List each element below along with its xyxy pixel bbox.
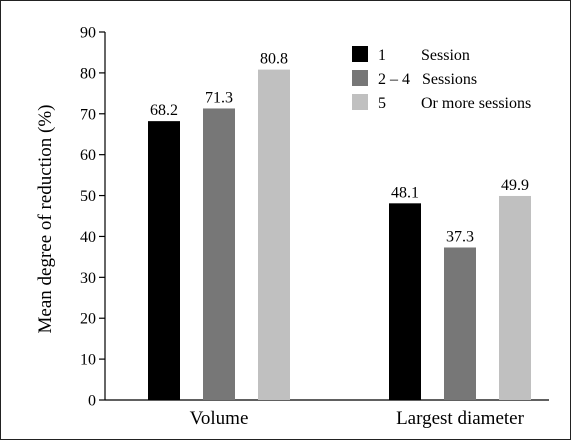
bar — [148, 121, 180, 400]
legend-number: 2 – 4 — [378, 71, 410, 88]
bar-value-label: 71.3 — [205, 89, 233, 106]
y-tick-label: 50 — [80, 188, 96, 205]
y-tick-label: 80 — [80, 65, 96, 82]
value-labels: 68.2 71.3 80.8 48.1 37.3 49.9 — [150, 51, 529, 246]
bar-value-label: 49.9 — [501, 177, 529, 194]
bar — [499, 195, 531, 400]
y-tick-label: 10 — [80, 352, 96, 369]
bar — [258, 69, 290, 401]
axes: 0 10 20 30 40 50 60 70 80 90 Volume Largest diamete… — [80, 25, 549, 429]
bar — [444, 247, 476, 400]
y-tick-label: 40 — [80, 229, 96, 246]
bar-value-label: 48.1 — [391, 184, 419, 201]
bar — [203, 108, 235, 400]
bar — [389, 203, 421, 400]
y-tick-label: 30 — [80, 270, 96, 287]
legend-number: 1 — [378, 47, 386, 64]
x-category-label: Volume — [190, 408, 249, 429]
y-tick-label: 90 — [80, 25, 96, 42]
y-tick-label: 0 — [88, 393, 96, 410]
x-category-label: Largest diameter — [396, 408, 525, 429]
legend-swatch — [352, 94, 368, 110]
y-tick-label: 70 — [80, 106, 96, 123]
legend-swatch — [352, 46, 368, 62]
y-tick-label: 60 — [80, 147, 96, 164]
bar-value-label: 37.3 — [446, 228, 474, 245]
legend-swatch — [352, 70, 368, 86]
legend: 1 Session 2 – 4 Sessions 5 Or more sessions — [352, 46, 531, 112]
bar-value-label: 68.2 — [150, 102, 178, 119]
y-tick-label: 20 — [80, 311, 96, 328]
bars — [148, 69, 531, 401]
legend-number: 5 — [378, 95, 386, 112]
legend-text: Session — [421, 47, 470, 64]
y-axis-label: Mean degree of reduction (%) — [35, 105, 56, 334]
legend-text: Sessions — [422, 71, 477, 88]
legend-text: Or more sessions — [421, 95, 531, 112]
bar-value-label: 80.8 — [260, 51, 288, 68]
